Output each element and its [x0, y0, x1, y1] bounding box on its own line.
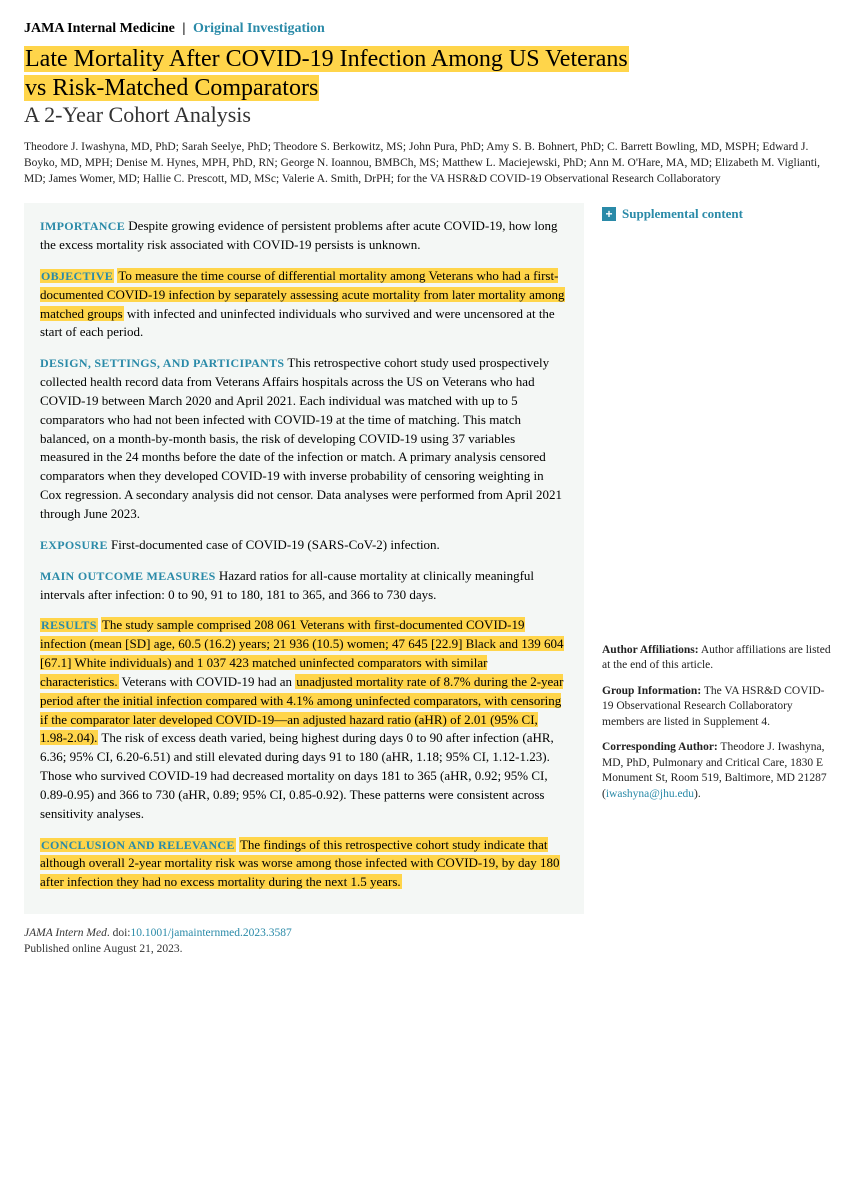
- title-line2: vs Risk-Matched Comparators: [24, 75, 319, 101]
- article-type: Original Investigation: [193, 21, 325, 36]
- header-separator: |: [182, 21, 185, 36]
- abstract-results: RESULTS The study sample comprised 208 0…: [40, 616, 568, 823]
- abstract-box: IMPORTANCE Despite growing evidence of p…: [24, 203, 584, 914]
- results-mid1: Veterans with COVID-19 had an: [119, 674, 296, 689]
- supplemental-label: Supplemental content: [622, 205, 743, 223]
- results-tail: The risk of excess death varied, being h…: [40, 730, 554, 820]
- objective-label: OBJECTIVE: [40, 269, 114, 283]
- abstract-outcomes: MAIN OUTCOME MEASURES Hazard ratios for …: [40, 567, 568, 605]
- article-subtitle: A 2-Year Cohort Analysis: [24, 102, 831, 128]
- exposure-label: EXPOSURE: [40, 538, 108, 552]
- abstract-design: DESIGN, SETTINGS, AND PARTICIPANTS This …: [40, 354, 568, 524]
- article-title: Late Mortality After COVID-19 Infection …: [24, 45, 831, 103]
- corr-label: Corresponding Author:: [602, 741, 718, 753]
- group-information: Group Information: The VA HSR&D COVID-19…: [602, 684, 831, 731]
- doi-link[interactable]: 10.1001/jamainternmed.2023.3587: [130, 927, 291, 939]
- abstract-exposure: EXPOSURE First-documented case of COVID-…: [40, 536, 568, 555]
- group-label: Group Information:: [602, 685, 701, 697]
- author-list: Theodore J. Iwashyna, MD, PhD; Sarah See…: [24, 139, 831, 187]
- abstract-objective: OBJECTIVE To measure the time course of …: [40, 267, 568, 342]
- affiliations-label: Author Affiliations:: [602, 644, 699, 656]
- results-label: RESULTS: [40, 618, 98, 632]
- footer: JAMA Intern Med. doi:10.1001/jamainternm…: [24, 926, 584, 957]
- published-date: Published online August 21, 2023.: [24, 943, 182, 955]
- article-header: JAMA Internal Medicine | Original Invest…: [24, 20, 831, 39]
- journal-name: JAMA Internal Medicine: [24, 21, 175, 36]
- title-line1: Late Mortality After COVID-19 Infection …: [24, 46, 629, 72]
- exposure-text: First-documented case of COVID-19 (SARS-…: [111, 537, 440, 552]
- title-block: Late Mortality After COVID-19 Infection …: [24, 45, 831, 129]
- corr-email-link[interactable]: iwashyna@jhu.edu: [606, 788, 694, 800]
- sidebar: + Supplemental content Author Affiliatio…: [602, 203, 831, 812]
- doi-prefix: . doi:: [107, 927, 131, 939]
- supplemental-link[interactable]: + Supplemental content: [602, 205, 831, 223]
- conclusion-label: CONCLUSION AND RELEVANCE: [40, 838, 236, 852]
- abstract-conclusion: CONCLUSION AND RELEVANCE The findings of…: [40, 836, 568, 893]
- abstract-importance: IMPORTANCE Despite growing evidence of p…: [40, 217, 568, 255]
- footer-journal: JAMA Intern Med: [24, 927, 107, 939]
- plus-icon: +: [602, 207, 616, 221]
- outcomes-label: MAIN OUTCOME MEASURES: [40, 569, 216, 583]
- corr-close: ).: [694, 788, 701, 800]
- corresponding-author: Corresponding Author: Theodore J. Iwashy…: [602, 740, 831, 802]
- design-text: This retrospective cohort study used pro…: [40, 355, 562, 521]
- design-label: DESIGN, SETTINGS, AND PARTICIPANTS: [40, 356, 284, 370]
- importance-label: IMPORTANCE: [40, 219, 125, 233]
- author-affiliations: Author Affiliations: Author affiliations…: [602, 643, 831, 674]
